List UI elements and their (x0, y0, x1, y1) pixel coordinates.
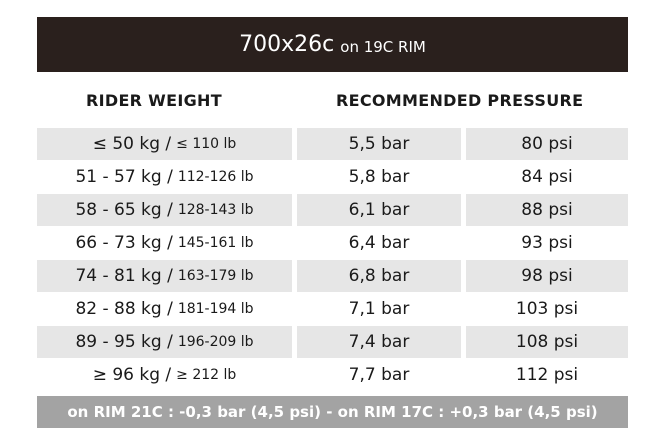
psi-cell: 80 psi (466, 128, 628, 160)
psi-cell: 88 psi (466, 194, 628, 226)
table-row: ≤ 50 kg / ≤ 110 lb 5,5 bar 80 psi (37, 128, 628, 160)
pressure-psi: 84 psi (521, 167, 573, 187)
weight-cell: 66 - 73 kg /145-161 lb (37, 227, 292, 259)
pressure-bar: 6,8 bar (348, 266, 410, 286)
psi-cell: 112 psi (466, 359, 628, 391)
header: 700x26c on 19C RIM (37, 17, 628, 72)
weight-kg: ≥ 96 kg / (92, 365, 172, 385)
bar-cell: 6,4 bar (297, 227, 461, 259)
bar-cell: 7,4 bar (297, 326, 461, 358)
table-row: 51 - 57 kg /112-126 lb 5,8 bar 84 psi (37, 161, 628, 193)
weight-cell: 82 - 88 kg /181-194 lb (37, 293, 292, 325)
psi-cell: 84 psi (466, 161, 628, 193)
table-row: 74 - 81 kg /163-179 lb 6,8 bar 98 psi (37, 260, 628, 292)
weight-cell: 58 - 65 kg /128-143 lb (37, 194, 292, 226)
weight-lb: 145-161 lb (177, 235, 254, 251)
footer-note: on RIM 21C : -0,3 bar (4,5 psi) - on RIM… (37, 396, 628, 428)
table-row: 82 - 88 kg /181-194 lb 7,1 bar 103 psi (37, 293, 628, 325)
weight-kg: 74 - 81 kg / (75, 266, 173, 286)
pressure-psi: 112 psi (515, 365, 579, 385)
bar-cell: 7,7 bar (297, 359, 461, 391)
pressure-bar: 7,1 bar (348, 299, 410, 319)
weight-lb: ≤ 110 lb (176, 136, 237, 152)
weight-cell: ≤ 50 kg / ≤ 110 lb (37, 128, 292, 160)
pressure-psi: 108 psi (515, 332, 579, 352)
pressure-bar: 7,4 bar (348, 332, 410, 352)
pressure-psi: 93 psi (521, 233, 573, 253)
weight-kg: 51 - 57 kg / (75, 167, 173, 187)
bar-cell: 5,5 bar (297, 128, 461, 160)
psi-cell: 108 psi (466, 326, 628, 358)
pressure-bar: 5,5 bar (348, 134, 410, 154)
bar-cell: 7,1 bar (297, 293, 461, 325)
pressure-bar: 5,8 bar (348, 167, 410, 187)
pressure-psi: 103 psi (515, 299, 579, 319)
weight-kg: 89 - 95 kg / (75, 332, 173, 352)
weight-kg: ≤ 50 kg / (92, 134, 172, 154)
bar-cell: 6,1 bar (297, 194, 461, 226)
pressure-bar: 7,7 bar (348, 365, 410, 385)
weight-lb: 181-194 lb (177, 301, 254, 317)
table-row: ≥ 96 kg / ≥ 212 lb 7,7 bar 112 psi (37, 359, 628, 391)
bar-cell: 5,8 bar (297, 161, 461, 193)
psi-cell: 93 psi (466, 227, 628, 259)
weight-cell: 89 - 95 kg /196-209 lb (37, 326, 292, 358)
weight-kg: 66 - 73 kg / (75, 233, 173, 253)
weight-cell: ≥ 96 kg / ≥ 212 lb (37, 359, 292, 391)
weight-cell: 51 - 57 kg /112-126 lb (37, 161, 292, 193)
subtitle: on 19C RIM (340, 37, 426, 56)
weight-kg: 58 - 65 kg / (75, 200, 173, 220)
weight-lb: 163-179 lb (177, 268, 254, 284)
weight-lb: 128-143 lb (177, 202, 254, 218)
table-row: 89 - 95 kg /196-209 lb 7,4 bar 108 psi (37, 326, 628, 358)
column-header: RIDER WEIGHT (86, 91, 222, 110)
title: 700x26c (239, 32, 335, 57)
bar-cell: 6,8 bar (297, 260, 461, 292)
table-row: 66 - 73 kg /145-161 lb 6,4 bar 93 psi (37, 227, 628, 259)
column-header: RECOMMENDED PRESSURE (336, 91, 584, 110)
weight-kg: 82 - 88 kg / (75, 299, 173, 319)
psi-cell: 103 psi (466, 293, 628, 325)
table-row: 58 - 65 kg /128-143 lb 6,1 bar 88 psi (37, 194, 628, 226)
weight-cell: 74 - 81 kg /163-179 lb (37, 260, 292, 292)
weight-lb: ≥ 212 lb (176, 367, 237, 383)
psi-cell: 98 psi (466, 260, 628, 292)
weight-lb: 112-126 lb (177, 169, 254, 185)
pressure-psi: 80 psi (521, 134, 573, 154)
pressure-bar: 6,4 bar (348, 233, 410, 253)
pressure-psi: 98 psi (521, 266, 573, 286)
pressure-bar: 6,1 bar (348, 200, 410, 220)
weight-lb: 196-209 lb (177, 334, 254, 350)
pressure-psi: 88 psi (521, 200, 573, 220)
